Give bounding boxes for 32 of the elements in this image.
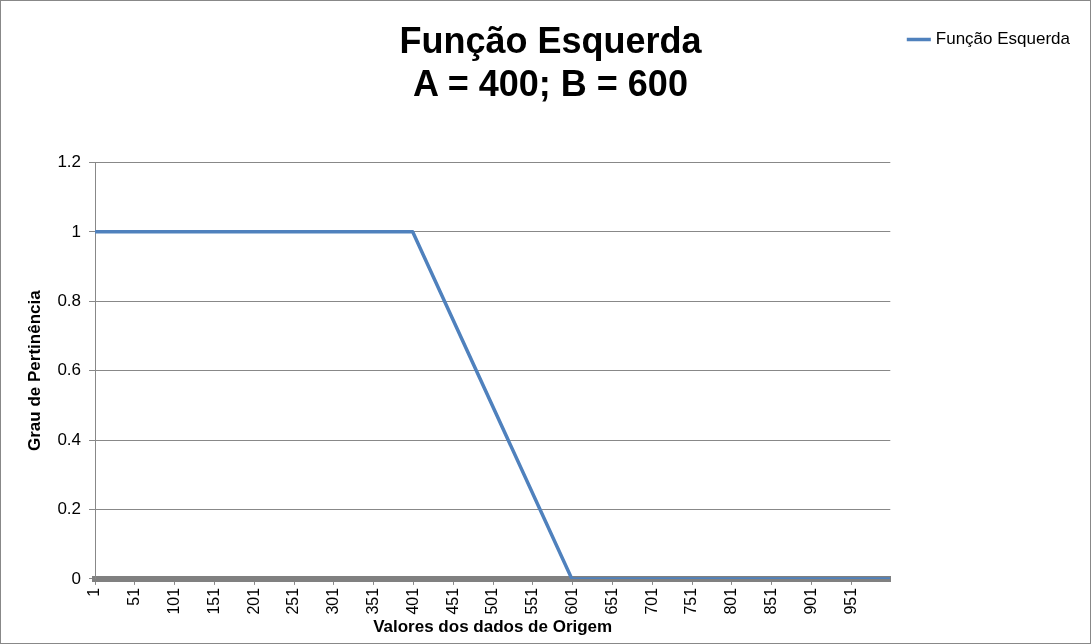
y-tick-label: 0.6 [57,360,82,380]
x-tick-label: 551 [523,587,541,615]
x-tick-label: 51 [125,587,143,606]
x-tick-label: 201 [244,587,262,615]
y-tick-label: 0 [71,568,82,588]
x-tick-label: 1 [85,587,103,597]
x-tick-label: 301 [324,587,342,615]
x-tick-label: 951 [841,587,859,615]
legend-label: Função Esquerda [935,29,1071,49]
x-tick-label: 351 [364,587,382,615]
x-tick-label: 101 [165,587,183,615]
chart-title: Função Esquerda [399,19,703,61]
x-tick-label: 651 [602,587,620,615]
y-tick-label: 0.4 [57,429,82,449]
x-tick-label: 851 [762,587,780,615]
y-tick-label: 0.2 [57,499,82,519]
x-tick-label: 451 [443,587,461,615]
y-tick-label: 1.2 [57,152,82,172]
y-axis-title: Grau de Pertinência [24,289,44,451]
x-tick-label: 801 [722,587,740,615]
x-tick-label: 901 [801,587,819,615]
y-tick-label: 1 [71,221,82,241]
x-tick-label: 751 [682,587,700,615]
x-tick-label: 401 [403,587,421,615]
y-tick-label: 0.8 [57,290,82,310]
x-axis-title: Valores dos dados de Origem [373,617,613,637]
x-tick-label: 251 [284,587,302,615]
x-tick-label: 501 [483,587,501,615]
x-tick-label: 151 [204,587,222,615]
x-tick-label: 601 [563,587,581,615]
chart-subtitle: A = 400; B = 600 [413,62,688,104]
x-tick-label: 701 [642,587,660,615]
